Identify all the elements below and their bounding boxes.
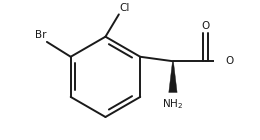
Text: Br: Br: [35, 30, 46, 40]
Polygon shape: [169, 61, 177, 92]
Text: NH$_2$: NH$_2$: [162, 97, 184, 111]
Text: O: O: [202, 22, 210, 32]
Text: Cl: Cl: [120, 3, 130, 13]
Text: O: O: [226, 56, 234, 66]
